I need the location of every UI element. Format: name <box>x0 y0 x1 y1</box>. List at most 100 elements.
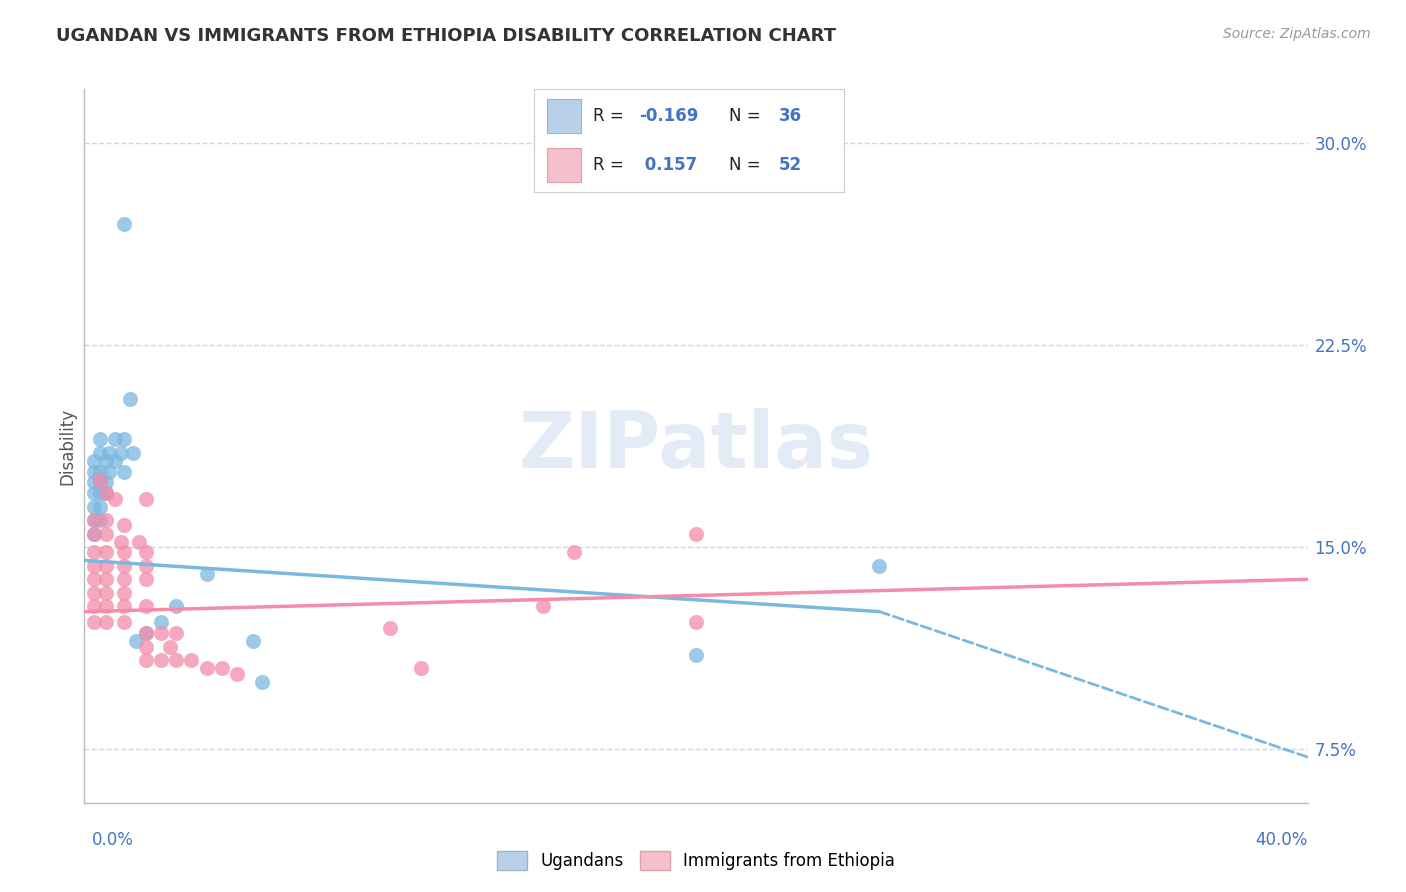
Point <box>180 653 202 667</box>
Point <box>89 432 111 446</box>
Point <box>89 446 111 460</box>
Point <box>562 545 585 559</box>
Point <box>380 621 402 635</box>
Y-axis label: Disability: Disability <box>58 408 76 484</box>
Point <box>112 615 135 630</box>
Point <box>112 558 135 573</box>
Point <box>89 486 111 500</box>
Point <box>83 475 105 490</box>
Point <box>120 392 142 406</box>
Point <box>135 558 157 573</box>
Point <box>112 599 135 614</box>
Point <box>125 634 148 648</box>
Point <box>112 545 135 559</box>
Point <box>112 586 135 600</box>
Point <box>83 545 105 559</box>
Point <box>83 526 105 541</box>
Point <box>94 486 117 500</box>
Point <box>89 475 111 490</box>
Point <box>531 599 554 614</box>
Point <box>149 626 172 640</box>
Text: 36: 36 <box>779 107 801 126</box>
Point <box>135 640 157 654</box>
Point <box>135 626 157 640</box>
Point <box>869 558 891 573</box>
Point <box>94 572 117 586</box>
Point <box>89 500 111 514</box>
Point <box>94 558 117 573</box>
Text: R =: R = <box>593 155 628 174</box>
Point <box>165 626 187 640</box>
Point <box>83 513 105 527</box>
Point <box>94 586 117 600</box>
Point <box>94 513 117 527</box>
Text: Source: ZipAtlas.com: Source: ZipAtlas.com <box>1223 27 1371 41</box>
Text: ZIPatlas: ZIPatlas <box>519 408 873 484</box>
Point <box>135 545 157 559</box>
Point <box>83 454 105 468</box>
Point <box>94 526 117 541</box>
Point <box>112 518 135 533</box>
Bar <box>547 148 581 181</box>
Point <box>94 599 117 614</box>
Point <box>165 653 187 667</box>
Point <box>83 586 105 600</box>
Text: UGANDAN VS IMMIGRANTS FROM ETHIOPIA DISABILITY CORRELATION CHART: UGANDAN VS IMMIGRANTS FROM ETHIOPIA DISA… <box>56 27 837 45</box>
Point <box>94 615 117 630</box>
Point <box>135 653 157 667</box>
Point <box>226 666 249 681</box>
Legend: Ugandans, Immigrants from Ethiopia: Ugandans, Immigrants from Ethiopia <box>491 844 901 877</box>
Point <box>94 454 117 468</box>
Point <box>83 465 105 479</box>
Point <box>112 572 135 586</box>
Point <box>104 432 127 446</box>
Point <box>110 446 132 460</box>
Text: 40.0%: 40.0% <box>1256 831 1308 849</box>
Point <box>110 534 132 549</box>
Point <box>685 648 707 662</box>
Text: -0.169: -0.169 <box>640 107 699 126</box>
Point <box>135 599 157 614</box>
Point <box>122 446 145 460</box>
Point <box>149 653 172 667</box>
Point <box>89 465 111 479</box>
Text: 52: 52 <box>779 155 801 174</box>
Point <box>135 491 157 506</box>
Point <box>242 634 264 648</box>
Point <box>195 566 218 581</box>
Text: 0.157: 0.157 <box>640 155 697 174</box>
Point <box>97 465 120 479</box>
Point <box>195 661 218 675</box>
Point <box>165 599 187 614</box>
Point <box>83 526 105 541</box>
Point <box>83 486 105 500</box>
Text: R =: R = <box>593 107 628 126</box>
Point <box>149 615 172 630</box>
Point <box>409 661 432 675</box>
Point <box>135 626 157 640</box>
Point <box>135 572 157 586</box>
Point <box>128 534 150 549</box>
Text: N =: N = <box>730 107 766 126</box>
Point <box>83 572 105 586</box>
Point <box>104 491 127 506</box>
Point <box>83 615 105 630</box>
Point <box>685 615 707 630</box>
Point <box>94 545 117 559</box>
Point <box>250 674 273 689</box>
Point <box>94 475 117 490</box>
Point <box>94 486 117 500</box>
Point <box>159 640 181 654</box>
Point <box>112 432 135 446</box>
Point <box>83 599 105 614</box>
Point <box>83 500 105 514</box>
Point <box>112 217 135 231</box>
Point <box>211 661 233 675</box>
Bar <box>547 99 581 133</box>
Text: 0.0%: 0.0% <box>91 831 134 849</box>
Point <box>83 513 105 527</box>
Point <box>104 454 127 468</box>
Point <box>89 473 111 487</box>
Point <box>112 465 135 479</box>
Point <box>83 558 105 573</box>
